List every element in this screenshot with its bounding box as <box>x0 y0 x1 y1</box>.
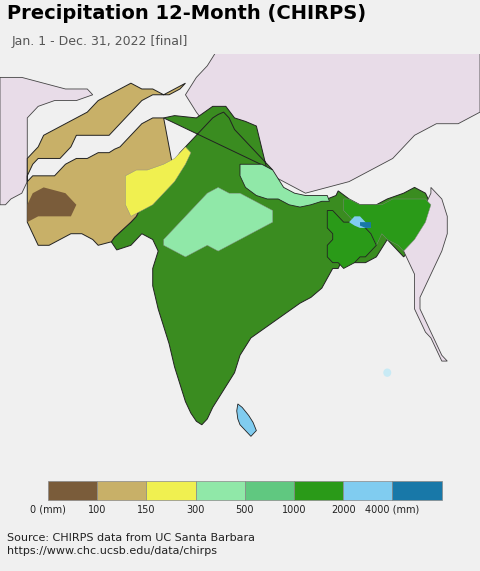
Polygon shape <box>344 199 431 251</box>
Polygon shape <box>327 211 376 268</box>
Polygon shape <box>0 78 93 205</box>
Polygon shape <box>237 404 256 436</box>
Bar <box>48 481 97 500</box>
Circle shape <box>384 369 391 376</box>
Polygon shape <box>125 147 191 216</box>
Polygon shape <box>398 187 447 361</box>
Bar <box>97 481 146 500</box>
Polygon shape <box>185 49 480 193</box>
Text: Jan. 1 - Dec. 31, 2022 [final]: Jan. 1 - Dec. 31, 2022 [final] <box>12 35 188 49</box>
Polygon shape <box>360 222 371 228</box>
Text: Precipitation 12-Month (CHIRPS): Precipitation 12-Month (CHIRPS) <box>7 5 366 23</box>
Text: 500: 500 <box>236 505 254 514</box>
Polygon shape <box>27 83 185 182</box>
Bar <box>392 481 442 500</box>
Polygon shape <box>27 187 76 222</box>
Bar <box>196 481 245 500</box>
Polygon shape <box>240 164 329 207</box>
Text: 0 (mm): 0 (mm) <box>30 505 66 514</box>
Polygon shape <box>164 187 273 257</box>
Text: 300: 300 <box>186 505 205 514</box>
Text: 1000: 1000 <box>282 505 306 514</box>
Bar <box>146 481 196 500</box>
Text: 2000: 2000 <box>331 505 356 514</box>
Polygon shape <box>111 106 431 425</box>
Bar <box>245 481 294 500</box>
Bar <box>343 481 392 500</box>
Polygon shape <box>27 118 172 246</box>
Text: 150: 150 <box>137 505 156 514</box>
Text: Source: CHIRPS data from UC Santa Barbara
https://www.chc.ucsb.edu/data/chirps: Source: CHIRPS data from UC Santa Barbar… <box>7 533 255 556</box>
Text: 100: 100 <box>88 505 107 514</box>
Text: 4000 (mm): 4000 (mm) <box>365 505 420 514</box>
Bar <box>294 481 343 500</box>
Polygon shape <box>349 216 371 228</box>
